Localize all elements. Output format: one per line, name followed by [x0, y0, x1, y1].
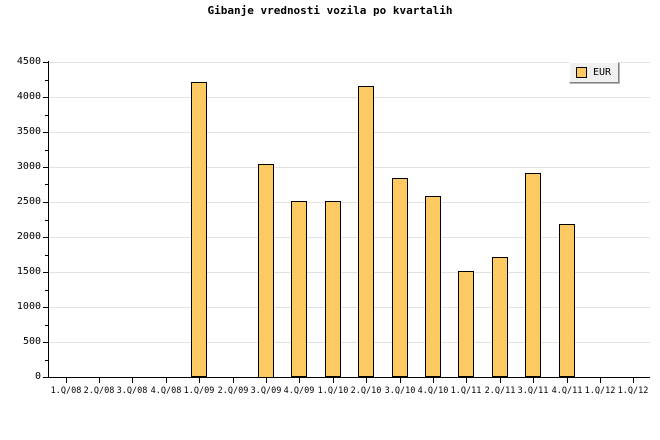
x-axis-tick-label: 4.Q/08 [150, 386, 182, 396]
gridline [49, 272, 650, 273]
x-axis-tick-label: 4.Q/09 [283, 386, 315, 396]
gridline [49, 202, 650, 203]
gridline [49, 132, 650, 133]
x-axis-tick [233, 378, 234, 383]
x-axis-tick [500, 378, 501, 383]
plot-area [49, 62, 650, 378]
x-axis-tick [433, 378, 434, 383]
bar[interactable] [492, 257, 508, 377]
y-axis-minor-tick [45, 184, 49, 185]
y-axis-minor-tick [45, 255, 49, 256]
x-axis-tick-label: 1.Q/11 [450, 386, 482, 396]
chart-title: Gibanje vrednosti vozila po kvartalih [207, 4, 453, 17]
y-axis-minor-tick [45, 290, 49, 291]
x-axis-tick [199, 378, 200, 383]
y-axis-tick-label: 4500 [16, 56, 41, 67]
x-axis-tick-label: 3.Q/11 [517, 386, 549, 396]
y-axis-tick [43, 237, 49, 238]
x-axis-tick-label: 3.Q/09 [250, 386, 282, 396]
y-axis-tick [43, 132, 49, 133]
y-axis-tick-label: 3500 [16, 126, 41, 137]
gridline [49, 97, 650, 98]
bar[interactable] [458, 271, 474, 377]
x-axis-line [48, 377, 650, 378]
y-axis-tick-label: 2000 [16, 231, 41, 242]
y-axis-line [48, 61, 49, 378]
gridline [49, 167, 650, 168]
bar[interactable] [358, 86, 374, 377]
bar[interactable] [291, 201, 307, 377]
bar[interactable] [392, 178, 408, 377]
y-axis-tick-label: 0 [34, 371, 41, 382]
bar[interactable] [559, 224, 575, 377]
y-axis-minor-tick [45, 80, 49, 81]
bar[interactable] [425, 196, 441, 377]
y-axis-tick-label: 2500 [16, 196, 41, 207]
x-axis-tick-label: 1.Q/08 [50, 386, 82, 396]
x-axis-tick [166, 378, 167, 383]
y-axis-tick-label: 500 [22, 336, 41, 347]
y-axis-labels: 0 500 1000 1500 2000 2500 3000 3500 4000 4500 [0, 0, 41, 440]
x-axis-tick-label: 1.Q/10 [317, 386, 349, 396]
y-axis-minor-tick [45, 360, 49, 361]
x-axis-tick [333, 378, 334, 383]
x-axis-tick [266, 378, 267, 383]
x-axis-tick-label: 1.Q/12 [617, 386, 649, 396]
y-axis-minor-tick [45, 325, 49, 326]
gridline [49, 342, 650, 343]
x-axis-tick [600, 378, 601, 383]
x-axis-tick-label: 2.Q/09 [217, 386, 249, 396]
y-axis-tick [43, 342, 49, 343]
x-axis-tick-label: 4.Q/11 [551, 386, 583, 396]
bar[interactable] [258, 164, 274, 378]
x-axis-tick [66, 378, 67, 383]
gridline [49, 237, 650, 238]
y-axis-tick-label: 1500 [16, 266, 41, 277]
y-axis-minor-tick [45, 115, 49, 116]
y-axis-tick [43, 307, 49, 308]
x-axis-tick [132, 378, 133, 383]
x-axis-tick [466, 378, 467, 383]
bar[interactable] [325, 201, 341, 377]
y-axis-tick [43, 377, 49, 378]
legend-label: EUR [593, 67, 612, 78]
gridline [49, 62, 650, 63]
x-axis-tick [366, 378, 367, 383]
y-axis-tick [43, 62, 49, 63]
legend-entries: EUR [576, 67, 611, 78]
x-axis-tick [633, 378, 634, 383]
x-axis-tick-label: 3.Q/08 [116, 386, 148, 396]
y-axis-tick [43, 202, 49, 203]
y-axis-minor-tick [45, 150, 49, 151]
x-axis-tick [533, 378, 534, 383]
y-axis-tick-label: 1000 [16, 301, 41, 312]
bar[interactable] [525, 173, 541, 377]
y-axis-tick [43, 97, 49, 98]
legend-swatch-icon [576, 67, 587, 78]
x-axis-tick-label: 2.Q/08 [83, 386, 115, 396]
x-axis-tick [299, 378, 300, 383]
x-axis-tick-label: 3.Q/10 [384, 386, 416, 396]
x-axis-tick-label: 2.Q/11 [484, 386, 516, 396]
y-axis-tick-label: 3000 [16, 161, 41, 172]
x-axis-tick-label: 1.Q/12 [584, 386, 616, 396]
legend[interactable]: EUR [569, 62, 620, 83]
y-axis-tick [43, 167, 49, 168]
y-axis-minor-tick [45, 220, 49, 221]
x-axis-tick [567, 378, 568, 383]
x-axis-tick-label: 1.Q/09 [183, 386, 215, 396]
y-axis-tick [43, 272, 49, 273]
bar[interactable] [191, 82, 207, 377]
x-axis-tick-label: 4.Q/10 [417, 386, 449, 396]
x-axis-tick-label: 2.Q/10 [350, 386, 382, 396]
x-axis-tick [400, 378, 401, 383]
plot-background [49, 62, 650, 377]
y-axis-tick-label: 4000 [16, 91, 41, 102]
gridline [49, 307, 650, 308]
x-axis-tick [99, 378, 100, 383]
